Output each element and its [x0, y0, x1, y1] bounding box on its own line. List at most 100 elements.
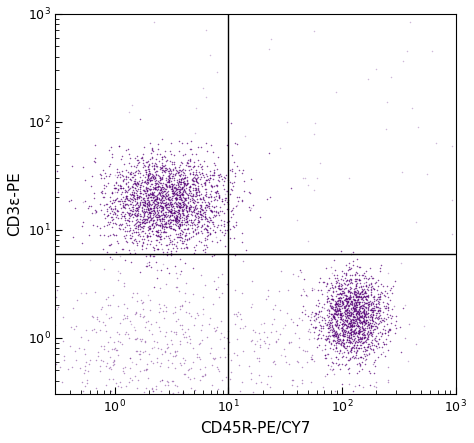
Point: [336, 325, 343, 332]
Point: [314, 310, 322, 317]
Point: [213, 188, 221, 195]
Point: [194, 229, 202, 237]
Point: [118, 341, 126, 348]
Point: [100, 202, 108, 209]
Point: [326, 284, 333, 291]
Point: [248, 300, 256, 307]
Point: [361, 270, 368, 277]
Point: [353, 300, 360, 307]
Point: [169, 217, 176, 224]
Point: [341, 275, 349, 282]
Point: [185, 299, 192, 306]
Point: [163, 340, 171, 347]
Point: [347, 328, 355, 335]
Point: [175, 223, 182, 230]
Point: [335, 340, 342, 347]
Point: [329, 324, 337, 331]
Point: [164, 252, 171, 259]
Point: [354, 316, 361, 323]
Point: [162, 229, 170, 236]
Point: [157, 199, 165, 206]
Point: [353, 344, 360, 351]
Point: [343, 299, 351, 307]
Point: [173, 218, 180, 225]
Point: [141, 347, 149, 354]
Point: [347, 346, 355, 354]
Point: [224, 222, 232, 229]
Point: [354, 292, 362, 299]
Point: [349, 333, 357, 340]
Point: [346, 330, 354, 337]
Point: [197, 201, 205, 208]
Point: [351, 330, 359, 338]
Point: [118, 167, 126, 175]
Point: [341, 303, 348, 311]
Point: [123, 194, 130, 202]
Point: [324, 295, 332, 302]
Point: [139, 225, 146, 232]
Point: [363, 347, 371, 354]
Point: [176, 189, 184, 196]
Point: [368, 339, 376, 346]
Point: [221, 392, 228, 399]
Point: [337, 316, 345, 323]
Point: [348, 299, 356, 306]
Point: [201, 371, 209, 378]
Point: [358, 295, 366, 303]
Point: [353, 308, 360, 315]
Point: [360, 290, 367, 297]
Point: [264, 292, 272, 299]
Point: [160, 197, 168, 204]
Point: [159, 202, 166, 209]
Point: [305, 237, 312, 244]
Point: [192, 150, 200, 157]
Point: [94, 349, 102, 356]
Point: [119, 411, 127, 418]
Point: [383, 321, 391, 328]
Point: [346, 289, 354, 296]
Point: [354, 339, 361, 346]
Point: [388, 313, 396, 320]
Point: [179, 152, 187, 159]
Point: [183, 213, 191, 220]
Point: [185, 234, 192, 241]
Point: [310, 285, 318, 292]
Point: [138, 207, 146, 214]
Point: [146, 200, 153, 207]
Point: [310, 317, 318, 324]
Point: [361, 334, 369, 341]
Point: [223, 405, 230, 412]
Point: [335, 285, 343, 292]
Point: [143, 234, 150, 241]
Point: [146, 327, 153, 334]
Point: [343, 317, 351, 324]
Point: [158, 164, 165, 171]
Point: [159, 162, 167, 169]
Point: [155, 209, 162, 216]
Point: [121, 204, 128, 211]
Point: [196, 377, 204, 384]
Point: [325, 336, 332, 343]
Point: [230, 235, 238, 242]
Point: [156, 177, 164, 184]
Point: [324, 322, 331, 329]
Point: [182, 175, 189, 182]
Point: [337, 314, 345, 321]
Point: [326, 320, 333, 327]
Point: [171, 208, 178, 215]
Point: [191, 225, 199, 232]
Point: [166, 182, 174, 189]
Point: [105, 163, 113, 170]
Point: [377, 319, 384, 326]
Point: [128, 191, 136, 198]
Point: [352, 315, 360, 323]
Point: [131, 336, 139, 343]
Point: [104, 359, 111, 366]
Point: [118, 184, 125, 191]
Point: [137, 155, 145, 162]
Point: [165, 214, 173, 221]
Point: [164, 157, 171, 164]
Point: [313, 175, 321, 182]
Point: [363, 336, 371, 343]
Point: [193, 175, 201, 182]
